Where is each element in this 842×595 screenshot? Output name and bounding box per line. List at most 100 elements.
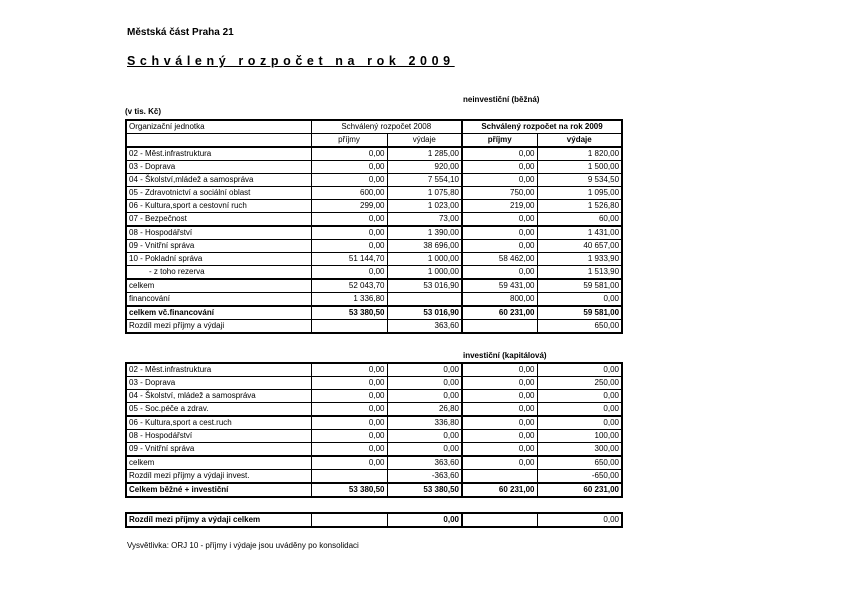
sub-header: výdaje <box>536 133 623 148</box>
row-label: 09 - Vnitřní správa <box>125 442 312 457</box>
cell-value: 0,00 <box>461 429 538 443</box>
cell-value: 1 526,80 <box>536 199 623 213</box>
cell-value: 800,00 <box>461 292 538 307</box>
cell-value: 250,00 <box>536 376 623 390</box>
sub-header: příjmy <box>461 133 538 148</box>
row-label: 06 - Kultura,sport a cest.ruch <box>125 415 312 430</box>
cell-value: 40 657,00 <box>536 239 623 253</box>
cell-value <box>461 319 538 334</box>
table-row: celkem vč.financování 53 380,50 53 016,90 6… <box>125 305 623 320</box>
cell-value: 7 554,10 <box>386 173 463 187</box>
cell-value: 0,00 <box>461 455 538 470</box>
cell-value: 0,00 <box>536 362 623 377</box>
cell-value: 1 075,80 <box>386 186 463 200</box>
table-row: 04 - Školství, mládež a samospráva 0,00 0,… <box>125 389 623 403</box>
row-label: 05 - Zdravotnictví a sociální oblast <box>125 186 312 200</box>
cell-value: 0,00 <box>386 389 463 403</box>
table-row: Rozdíl mezi příjmy a výdaji invest. -363,… <box>125 469 623 484</box>
cell-value: 0,00 <box>310 415 388 430</box>
cell-value: 38 696,00 <box>386 239 463 253</box>
cell-value <box>310 319 388 334</box>
row-label: 09 - Vnitřní správa <box>125 239 312 253</box>
cell-value: 0,00 <box>386 429 463 443</box>
col-2009-header: Schválený rozpočet na rok 2009 <box>460 119 623 134</box>
cell-value: 0,00 <box>310 442 388 457</box>
table-row: 07 - Bezpečnost 0,00 73,00 0,00 60,00 <box>125 212 623 227</box>
cell-value: 0,00 <box>461 212 538 227</box>
cell-value: 363,60 <box>386 319 463 334</box>
cell-value: 0,00 <box>461 415 538 430</box>
cell-value <box>461 512 538 528</box>
row-label: - z toho rezerva <box>125 265 312 280</box>
row-label: 07 - Bezpečnost <box>125 212 312 227</box>
cell-value: 0,00 <box>310 265 388 280</box>
cell-value: 0,00 <box>461 265 538 280</box>
cell-value: 0,00 <box>461 146 538 161</box>
cell-value: 100,00 <box>536 429 623 443</box>
cell-value: 1 513,90 <box>536 265 623 280</box>
cell-value: 51 144,70 <box>310 252 388 266</box>
organization-name: Městská část Praha 21 <box>127 27 234 38</box>
row-label: Rozdíl mezi příjmy a výdaji invest. <box>125 469 312 484</box>
table-row: celkem 52 043,70 53 016,90 59 431,00 59 581,… <box>125 278 623 293</box>
cell-value: 59 431,00 <box>461 278 538 293</box>
cell-value: 0,00 <box>310 362 388 377</box>
cell-value: 59 581,00 <box>536 278 623 293</box>
cell-value: 0,00 <box>536 402 623 417</box>
current-budget-table: Organizační jednotka Schválený rozpočet … <box>125 119 624 334</box>
cell-value: 0,00 <box>461 160 538 174</box>
cell-value: 1 431,00 <box>536 225 623 240</box>
cell-value: 336,80 <box>386 415 463 430</box>
cell-value: 650,00 <box>536 319 623 334</box>
cell-value: 1 023,00 <box>386 199 463 213</box>
section-label-capital: investiční (kapitálová) <box>463 351 547 360</box>
row-label: 04 - Školství, mládež a samospráva <box>125 389 312 403</box>
row-label: celkem vč.financování <box>125 305 312 320</box>
cell-value: 0,00 <box>310 239 388 253</box>
cell-value: -363,60 <box>386 469 463 484</box>
cell-value: 1 933,90 <box>536 252 623 266</box>
row-label: financování <box>125 292 312 307</box>
table-row: 09 - Vnitřní správa 0,00 38 696,00 0,00 40 6… <box>125 239 623 253</box>
col-2008-header: Schválený rozpočet 2008 <box>310 119 463 134</box>
cell-value <box>310 469 388 484</box>
row-label: 05 - Soc.péče a zdrav. <box>125 402 312 417</box>
cell-value: 53 016,90 <box>386 305 463 320</box>
cell-value: 363,60 <box>386 455 463 470</box>
cell-value: 0,00 <box>461 362 538 377</box>
cell-value: 59 581,00 <box>536 305 623 320</box>
table-row: 02 - Měst.infrastruktura 0,00 1 285,00 0,00… <box>125 146 623 161</box>
row-label: 02 - Měst.infrastruktura <box>125 146 312 161</box>
row-label: Rozdíl mezi příjmy a výdaji celkem <box>125 512 312 528</box>
cell-value: 0,00 <box>310 212 388 227</box>
cell-value: 1 500,00 <box>536 160 623 174</box>
table-row: 02 - Měst.infrastruktura 0,00 0,00 0,00 0,00 <box>125 362 623 377</box>
row-label: 08 - Hospodářství <box>125 225 312 240</box>
cell-value: 0,00 <box>310 455 388 470</box>
row-label: Celkem běžné + investiční <box>125 482 312 498</box>
table-row: 08 - Hospodářství 0,00 0,00 0,00 100,00 <box>125 429 623 443</box>
cell-value: 1 000,00 <box>386 265 463 280</box>
cell-value: 650,00 <box>536 455 623 470</box>
cell-value: 52 043,70 <box>310 278 388 293</box>
cell-value <box>310 512 388 528</box>
row-label: celkem <box>125 278 312 293</box>
cell-value: 0,00 <box>536 415 623 430</box>
table-row: 03 - Doprava 0,00 0,00 0,00 250,00 <box>125 376 623 390</box>
table-row: 04 - Školství,mládež a samospráva 0,00 7 5… <box>125 173 623 187</box>
cell-value: 0,00 <box>536 512 623 528</box>
cell-value: 9 534,50 <box>536 173 623 187</box>
cell-value: 0,00 <box>461 442 538 457</box>
cell-value: 0,00 <box>310 402 388 417</box>
cell-value: 1 000,00 <box>386 252 463 266</box>
cell-value: 0,00 <box>461 389 538 403</box>
cell-value: 60 231,00 <box>461 305 538 320</box>
cell-value: 750,00 <box>461 186 538 200</box>
cell-value: 60,00 <box>536 212 623 227</box>
row-label: 04 - Školství,mládež a samospráva <box>125 173 312 187</box>
cell-value: 53 380,50 <box>310 305 388 320</box>
cell-value: 26,80 <box>386 402 463 417</box>
cell-value <box>461 469 538 484</box>
table-row: 06 - Kultura,sport a cest.ruch 0,00 336,80… <box>125 415 623 430</box>
cell-value: 0,00 <box>461 402 538 417</box>
